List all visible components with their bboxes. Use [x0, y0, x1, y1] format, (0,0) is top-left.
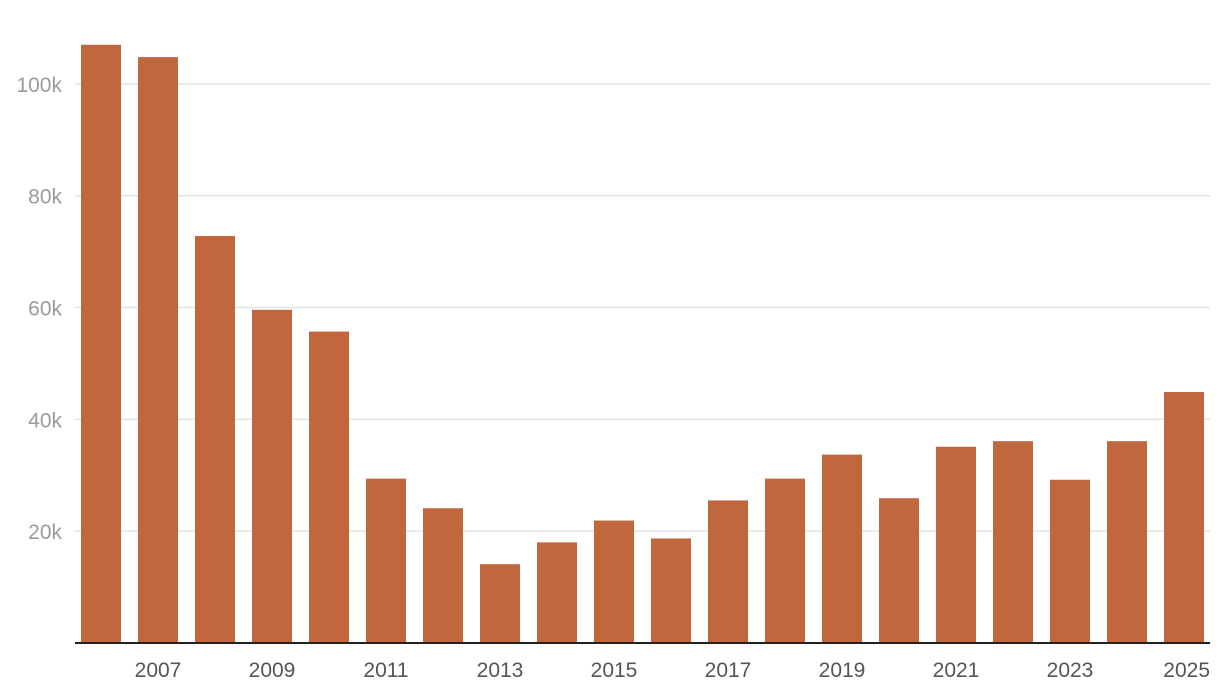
bar-2009	[252, 309, 292, 643]
bar-2013	[480, 564, 520, 643]
bar-2008	[195, 235, 235, 643]
x-tick-label-2017: 2017	[705, 659, 752, 682]
bar-2018	[765, 478, 805, 643]
x-tick-label-2007: 2007	[135, 659, 182, 682]
x-tick-label-2021: 2021	[933, 659, 980, 682]
bar-2015	[594, 520, 634, 643]
x-tick-label-2023: 2023	[1047, 659, 1094, 682]
y-tick-label-80k: 80k	[28, 186, 62, 209]
x-tick-label-2025: 2025	[1163, 659, 1210, 682]
bar-2023	[1050, 479, 1090, 643]
y-tick-label-100k: 100k	[16, 74, 62, 97]
x-tick-labels: 2007 2009 2011 2013 2015 2017 2019 2021 2023 2025	[135, 659, 1210, 682]
bar-2024	[1107, 441, 1147, 643]
bar-2016	[651, 538, 691, 643]
bar-2020	[879, 498, 919, 643]
x-tick-label-2013: 2013	[477, 659, 524, 682]
x-tick-label-2011: 2011	[363, 659, 408, 682]
y-tick-label-20k: 20k	[28, 521, 62, 544]
bar-2014	[537, 542, 577, 643]
bar-2012	[423, 508, 463, 643]
bar-2019	[822, 454, 862, 643]
x-tick-label-2019: 2019	[819, 659, 866, 682]
bars	[81, 44, 1204, 644]
bar-2006	[81, 44, 121, 644]
x-tick-label-2009: 2009	[249, 659, 296, 682]
bar-2010	[309, 331, 349, 643]
bar-2007	[138, 57, 178, 643]
bar-2022	[993, 441, 1033, 643]
bar-2017	[708, 500, 748, 643]
y-tick-labels: 20k 40k 60k 80k 100k	[16, 74, 62, 544]
bar-2025	[1164, 391, 1204, 643]
y-tick-label-60k: 60k	[28, 298, 62, 321]
x-tick-label-2015: 2015	[591, 659, 638, 682]
gridlines	[75, 83, 1210, 532]
y-tick-label-40k: 40k	[28, 409, 62, 432]
bar-2021	[936, 446, 976, 643]
bar-2011	[366, 478, 406, 643]
